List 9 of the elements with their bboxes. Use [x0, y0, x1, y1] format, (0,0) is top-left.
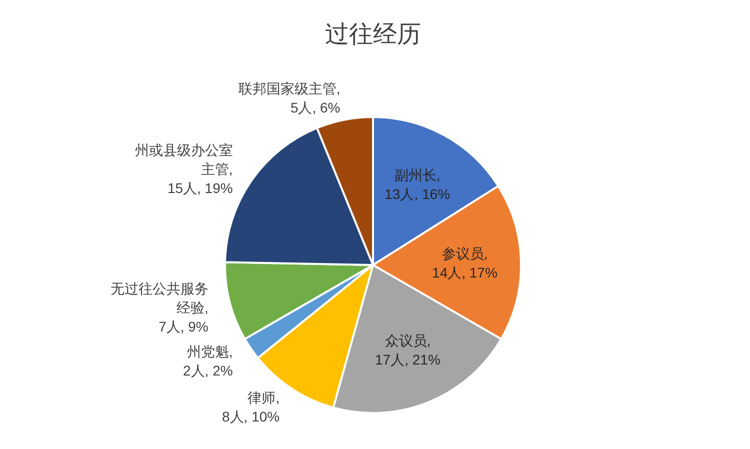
slice-label: 州或县级办公室主管, 15人, 19% — [134, 142, 233, 196]
slice-label: 参议员, 14人, 17% — [432, 246, 498, 281]
slice-label: 众议员, 17人, 21% — [375, 332, 440, 368]
slice-label: 无过往公共服务经验, 7人, 9% — [110, 280, 208, 334]
slice-label: 副州长, 13人, 16% — [384, 167, 450, 202]
slice-label: 联邦国家级主管, 5人, 6% — [238, 80, 340, 116]
slice-label: 律师, 8人, 10% — [222, 390, 280, 425]
slice-label: 州党魁, 2人, 2% — [182, 344, 233, 379]
chart-title: 过往经历 — [325, 21, 421, 48]
